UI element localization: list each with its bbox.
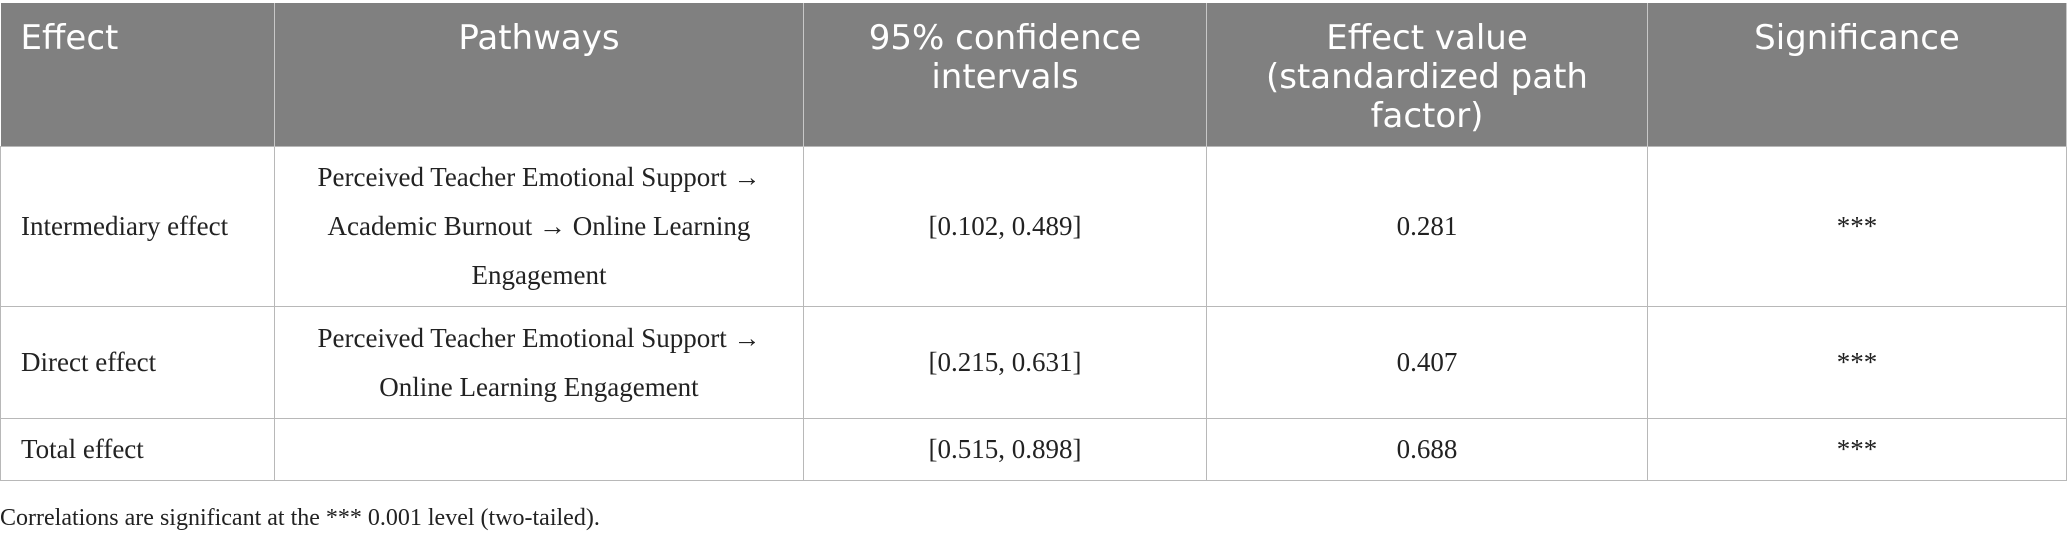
header-pathways: Pathways: [274, 3, 804, 147]
cell-effect-value: 0.688: [1206, 418, 1648, 481]
table-footnote: Correlations are significant at the *** …: [0, 505, 600, 531]
header-effect-value: Effect value (standardized path factor): [1206, 3, 1648, 147]
cell-pathway: [274, 418, 804, 481]
table-row: Intermediary effect Perceived Teacher Em…: [0, 146, 2067, 307]
cell-effect: Direct effect: [0, 306, 275, 419]
cell-pathway: Perceived Teacher Emotional Support → On…: [274, 306, 804, 419]
table-row: Total effect [0.515, 0.898] 0.688 ***: [0, 418, 2067, 481]
cell-significance: ***: [1647, 306, 2067, 419]
effects-table: Effect Pathways 95% confidence intervals…: [0, 3, 2067, 481]
table-row: Direct effect Perceived Teacher Emotiona…: [0, 306, 2067, 419]
cell-effect-value: 0.281: [1206, 146, 1648, 307]
cell-effect-value: 0.407: [1206, 306, 1648, 419]
cell-confidence-interval: [0.515, 0.898]: [803, 418, 1207, 481]
cell-pathway: Perceived Teacher Emotional Support → Ac…: [274, 146, 804, 307]
cell-confidence-interval: [0.102, 0.489]: [803, 146, 1207, 307]
cell-confidence-interval: [0.215, 0.631]: [803, 306, 1207, 419]
header-row: Effect Pathways 95% confidence intervals…: [0, 3, 2067, 147]
header-confidence-intervals: 95% confidence intervals: [803, 3, 1207, 147]
header-significance: Significance: [1647, 3, 2067, 147]
cell-significance: ***: [1647, 146, 2067, 307]
cell-effect: Intermediary effect: [0, 146, 275, 307]
header-effect: Effect: [0, 3, 275, 147]
results-table-container: Effect Pathways 95% confidence intervals…: [0, 3, 2068, 481]
cell-significance: ***: [1647, 418, 2067, 481]
cell-effect: Total effect: [0, 418, 275, 481]
